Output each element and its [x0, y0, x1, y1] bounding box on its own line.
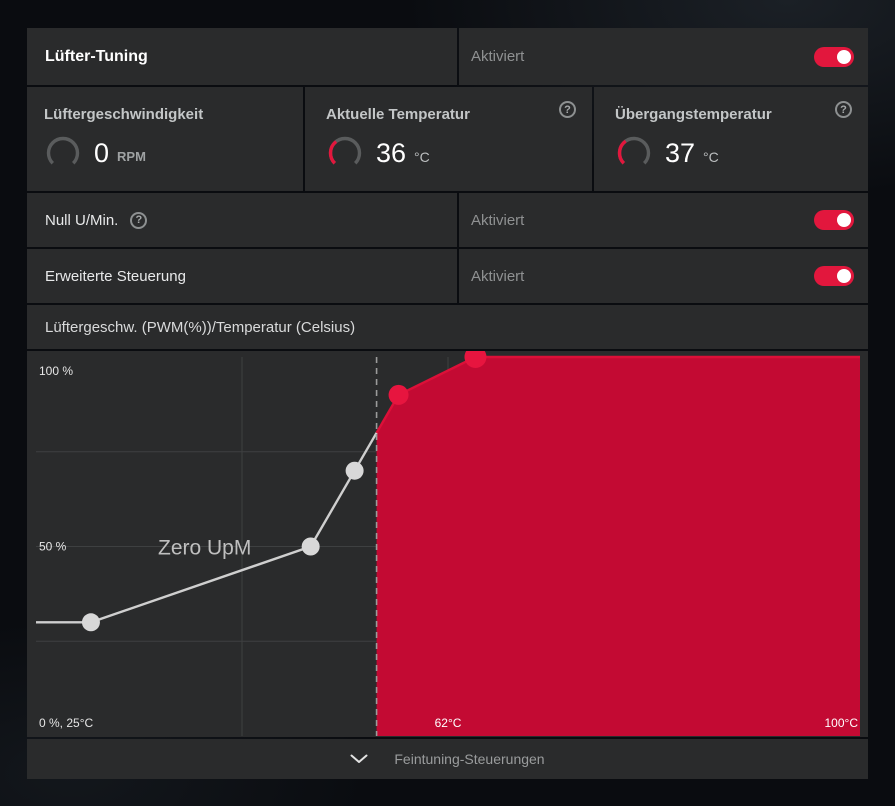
- x-axis-max-label: 100°C: [825, 716, 859, 730]
- fan-curve-passive-segment: [36, 432, 378, 624]
- active-fan-region: [376, 357, 860, 736]
- fan-curve-cell: 100 % 50 % 0 %, 25°C 62°C 100°C Zero UpM: [27, 351, 868, 737]
- toggle-knob: [837, 49, 851, 64]
- x-axis-mid-label: 62°C: [435, 716, 462, 730]
- curve-point-handle[interactable]: [464, 351, 487, 368]
- current-temp-label: Aktuelle Temperatur: [326, 106, 470, 123]
- transition-temp-value: 37: [665, 137, 696, 168]
- fan-tuning-status-cell: Aktiviert: [459, 28, 868, 85]
- fan-tuning-title-cell: Lüfter-Tuning: [27, 28, 457, 85]
- zero-rpm-row: Null U/Min. ? Aktiviert: [27, 193, 868, 247]
- curve-point-handle[interactable]: [81, 613, 100, 632]
- gauge-value-arc: [328, 140, 338, 165]
- zero-rpm-status-cell: Aktiviert: [459, 193, 868, 247]
- current-temp-value: 36: [376, 137, 407, 168]
- chevron-down-icon: [350, 754, 368, 763]
- current-temp-unit: °C: [414, 148, 430, 165]
- transition-temp-unit: °C: [703, 148, 719, 165]
- axis-origin-label: 0 %, 25°C: [39, 716, 93, 730]
- transition-temp-gauge-icon: [617, 136, 651, 165]
- fan-speed-unit: RPM: [117, 149, 146, 164]
- chart-title: Lüftergeschw. (PWM(%))/Temperatur (Celsi…: [45, 318, 356, 336]
- fan-speed-gauge-cell: Lüftergeschwindigkeit 0 RPM: [27, 87, 303, 191]
- help-icon[interactable]: ?: [835, 101, 852, 118]
- current-temp-gauge-icon: [328, 136, 362, 165]
- zero-rpm-label: Null U/Min.: [45, 211, 119, 229]
- fan-curve-row: 100 % 50 % 0 %, 25°C 62°C 100°C Zero UpM: [27, 351, 868, 737]
- fan-tuning-header-row: Lüfter-Tuning Aktiviert: [27, 28, 868, 85]
- transition-temp-readout: 37 °C: [615, 134, 868, 172]
- advanced-control-label-cell: Erweiterte Steuerung: [27, 249, 457, 303]
- fan-speed-label: Lüftergeschwindigkeit: [44, 106, 204, 123]
- gauges-row: Lüftergeschwindigkeit 0 RPM ? Aktuelle T…: [27, 87, 868, 191]
- current-temp-gauge-cell: ? Aktuelle Temperatur 36 °C: [305, 87, 592, 191]
- zero-rpm-toggle[interactable]: [814, 210, 854, 230]
- fan-speed-value: 0: [94, 137, 110, 168]
- chart-title-row: Lüftergeschw. (PWM(%))/Temperatur (Celsi…: [27, 305, 868, 349]
- fine-tuning-expander[interactable]: Feintuning-Steuerungen: [27, 739, 868, 779]
- y-axis-label-100: 100 %: [39, 364, 73, 378]
- fan-curve-active-segment: [375, 355, 860, 434]
- curve-point-handle[interactable]: [301, 537, 320, 556]
- gauge-value-arc: [617, 139, 627, 165]
- help-icon[interactable]: ?: [559, 101, 576, 118]
- advanced-control-status: Aktiviert: [471, 267, 525, 285]
- toggle-knob: [837, 213, 851, 227]
- gauge-track-arc: [46, 136, 80, 165]
- fan-tuning-panel: Lüfter-Tuning Aktiviert Lüftergeschwindi…: [27, 28, 868, 779]
- fan-tuning-status: Aktiviert: [471, 48, 525, 65]
- chart-title-cell: Lüftergeschw. (PWM(%))/Temperatur (Celsi…: [27, 305, 868, 349]
- fan-speed-readout: 0 RPM: [44, 134, 303, 172]
- advanced-control-status-cell: Aktiviert: [459, 249, 868, 303]
- fan-curve-chart[interactable]: 100 % 50 % 0 %, 25°C 62°C 100°C Zero UpM: [27, 351, 868, 737]
- advanced-control-label: Erweiterte Steuerung: [45, 267, 186, 285]
- footer-row: Feintuning-Steuerungen: [27, 739, 868, 779]
- zero-rpm-status: Aktiviert: [471, 211, 525, 229]
- zero-rpm-label-cell: Null U/Min. ?: [27, 193, 457, 247]
- help-icon[interactable]: ?: [130, 211, 148, 229]
- toggle-knob: [837, 269, 851, 283]
- fan-speed-gauge-icon: [46, 136, 80, 165]
- current-temp-readout: 36 °C: [326, 134, 592, 172]
- zero-rpm-region-label: Zero UpM: [158, 537, 251, 560]
- transition-temp-label: Übergangstemperatur: [615, 106, 772, 123]
- curve-point-handle[interactable]: [388, 384, 409, 405]
- fine-tuning-label: Feintuning-Steuerungen: [394, 751, 545, 767]
- advanced-control-row: Erweiterte Steuerung Aktiviert: [27, 249, 868, 303]
- y-axis-label-50: 50 %: [39, 540, 67, 554]
- page-title: Lüfter-Tuning: [45, 47, 148, 65]
- advanced-control-toggle[interactable]: [814, 266, 854, 286]
- fan-tuning-toggle[interactable]: [814, 46, 854, 67]
- transition-temp-gauge-cell: ? Übergangstemperatur 37 °C: [594, 87, 868, 191]
- curve-point-handle[interactable]: [345, 461, 364, 480]
